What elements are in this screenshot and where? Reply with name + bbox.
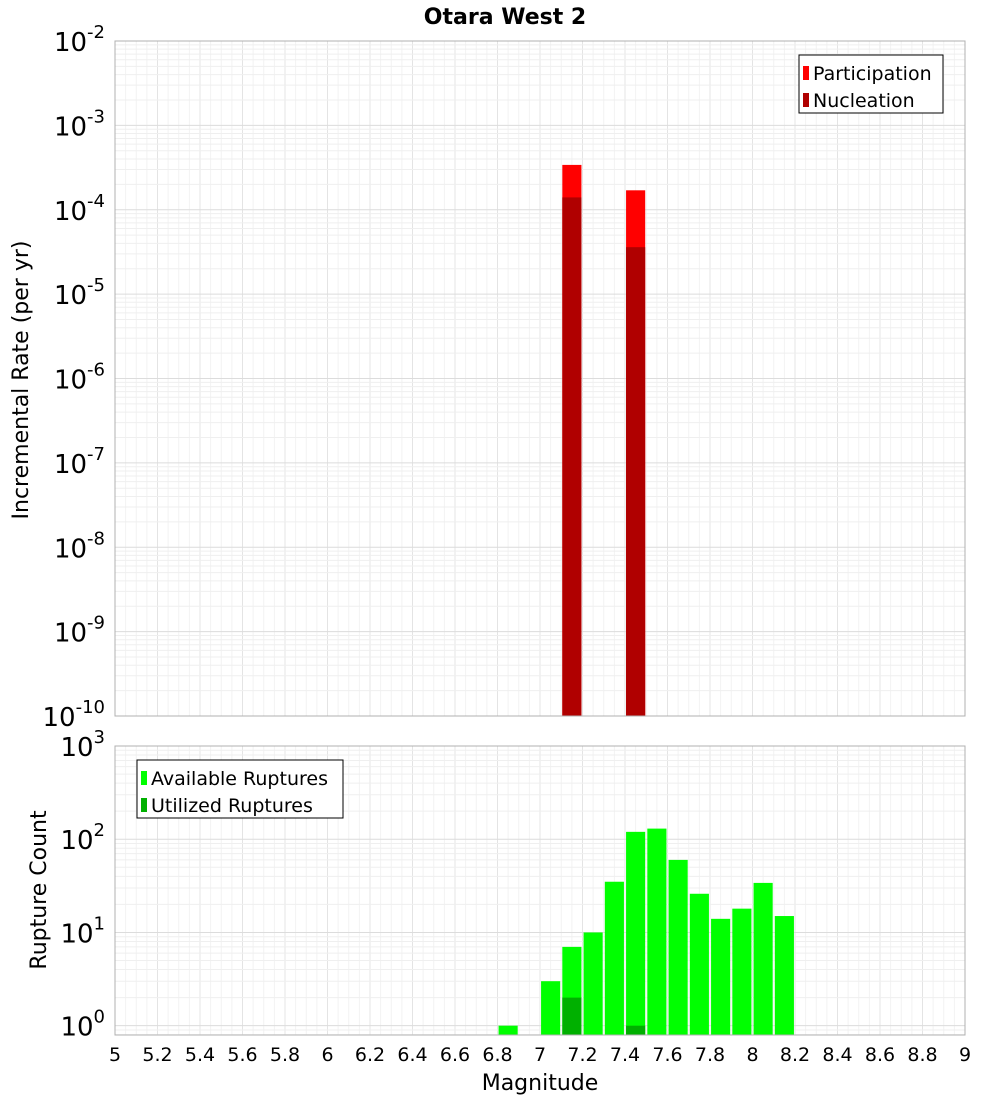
x-tick-label: 5.6 [227,1044,257,1066]
x-tick-label: 6 [321,1044,333,1066]
x-tick-label: 7.8 [695,1044,725,1066]
top-plot-frame [114,40,966,717]
x-tick-label: 5.8 [270,1044,300,1066]
x-tick-label: 5.2 [142,1044,172,1066]
bottom-bar-available-ruptures [498,1025,518,1035]
x-axis-label: Magnitude [482,1071,599,1096]
bottom-bar-available-ruptures [583,932,603,1035]
bottom-bar-available-ruptures [732,908,752,1035]
top-legend-swatch [803,66,809,80]
bottom-bar-available-ruptures [668,859,688,1035]
top-bar-nucleation [562,197,582,717]
x-tick-label: 8 [746,1044,758,1066]
bottom-bar-available-ruptures [604,881,624,1035]
bottom-legend-swatch [141,771,147,785]
top-legend-label: Nucleation [813,90,915,112]
bottom-legend-label: Available Ruptures [151,768,328,790]
bottom-bar-available-ruptures [541,981,561,1035]
bottom-bar-available-ruptures [753,882,773,1035]
x-tick-label: 7 [534,1044,546,1066]
top-legend-swatch [803,93,809,107]
bottom-y-tick-label: 103 [60,727,105,763]
bottom-bar-available-ruptures [647,828,667,1035]
bottom-bar-available-ruptures [711,918,731,1035]
top-y-axis-label: Incremental Rate (per yr) [9,241,34,520]
x-tick-label: 6.6 [440,1044,470,1066]
top-y-tick-label: 10-4 [54,191,105,227]
bottom-bar-utilized-ruptures [626,1025,646,1035]
top-y-tick-label: 10-2 [54,22,105,58]
bottom-y-tick-label: 101 [60,913,105,949]
bottom-y-tick-label: 100 [60,1007,105,1043]
bottom-legend-swatch [141,798,147,812]
top-y-tick-label: 10-6 [54,360,105,396]
x-tick-label: 7.4 [610,1044,640,1066]
x-tick-label: 8.6 [865,1044,895,1066]
top-y-tick-label: 10-10 [43,697,106,733]
top-legend-box [798,54,944,114]
x-tick-label: 5 [109,1044,121,1066]
bottom-bar-available-ruptures [626,831,646,1035]
chart-layer: 10-10 10-9 10-8 10-7 10-6 10-5 10-4 10-3 10-2 Par… [43,22,972,1066]
top-legend: Participation Nucleation [798,54,944,114]
top-bar-nucleation [626,247,646,716]
top-legend-label: Participation [813,63,932,85]
top-y-tick-label: 10-9 [54,613,105,649]
x-tick-label: 5.4 [185,1044,215,1066]
x-tick-label: 6.2 [355,1044,385,1066]
top-y-tick-label: 10-8 [54,528,105,564]
x-tick-label: 8.8 [907,1044,937,1066]
bottom-bar-available-ruptures [774,916,794,1035]
x-tick-label: 6.8 [482,1044,512,1066]
bottom-legend: Available Ruptures Utilized Ruptures [136,759,344,819]
bottom-bar-utilized-ruptures [562,997,582,1035]
bottom-y-tick-label: 102 [60,820,105,856]
chart-title: Otara West 2 [424,5,586,30]
bottom-bar-available-ruptures [689,893,709,1035]
top-y-tick-label: 10-5 [54,275,105,311]
x-tick-label: 9 [959,1044,971,1066]
x-tick-label: 8.4 [822,1044,852,1066]
x-tick-label: 7.2 [567,1044,597,1066]
top-y-tick-label: 10-3 [54,106,105,142]
x-tick-label: 6.4 [397,1044,427,1066]
bottom-plot-frame [114,745,966,1036]
x-tick-label: 8.2 [780,1044,810,1066]
top-y-tick-label: 10-7 [54,444,105,480]
bottom-legend-box [136,759,344,819]
bottom-legend-label: Utilized Ruptures [151,795,313,817]
x-tick-label: 7.6 [652,1044,682,1066]
bottom-y-axis-label: Rupture Count [27,810,52,970]
